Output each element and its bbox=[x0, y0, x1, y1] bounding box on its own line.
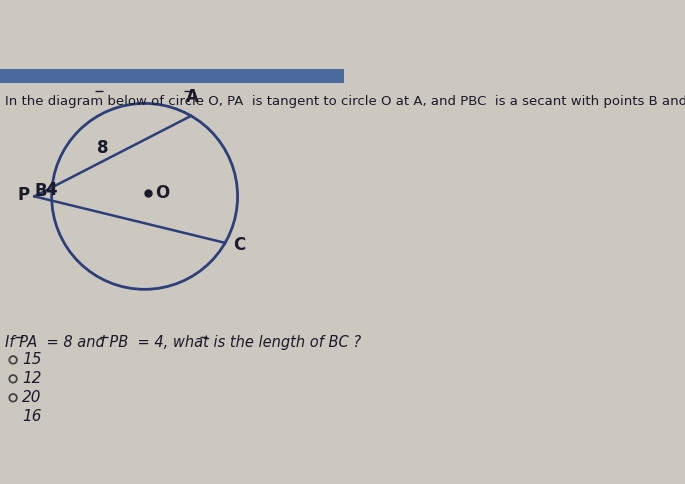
Text: B: B bbox=[35, 182, 47, 200]
Text: 4: 4 bbox=[45, 181, 57, 199]
Text: A: A bbox=[186, 88, 199, 106]
Text: 16: 16 bbox=[23, 409, 42, 424]
Text: In the diagram below of circle O, PA  is tangent to circle O at A, and PBC  is a: In the diagram below of circle O, PA is … bbox=[5, 95, 685, 108]
Text: 12: 12 bbox=[23, 371, 42, 386]
Text: C: C bbox=[233, 236, 245, 254]
Text: 8: 8 bbox=[97, 138, 108, 156]
Text: 20: 20 bbox=[23, 390, 42, 405]
Text: If ​PA  = 8 and ​PB  = 4, what is the length of ​BC ?: If ​PA = 8 and ​PB = 4, what is the leng… bbox=[5, 335, 361, 350]
Text: O: O bbox=[155, 184, 169, 202]
Text: 15: 15 bbox=[23, 352, 42, 367]
Text: P: P bbox=[17, 186, 29, 204]
Bar bbox=[0, 69, 345, 83]
